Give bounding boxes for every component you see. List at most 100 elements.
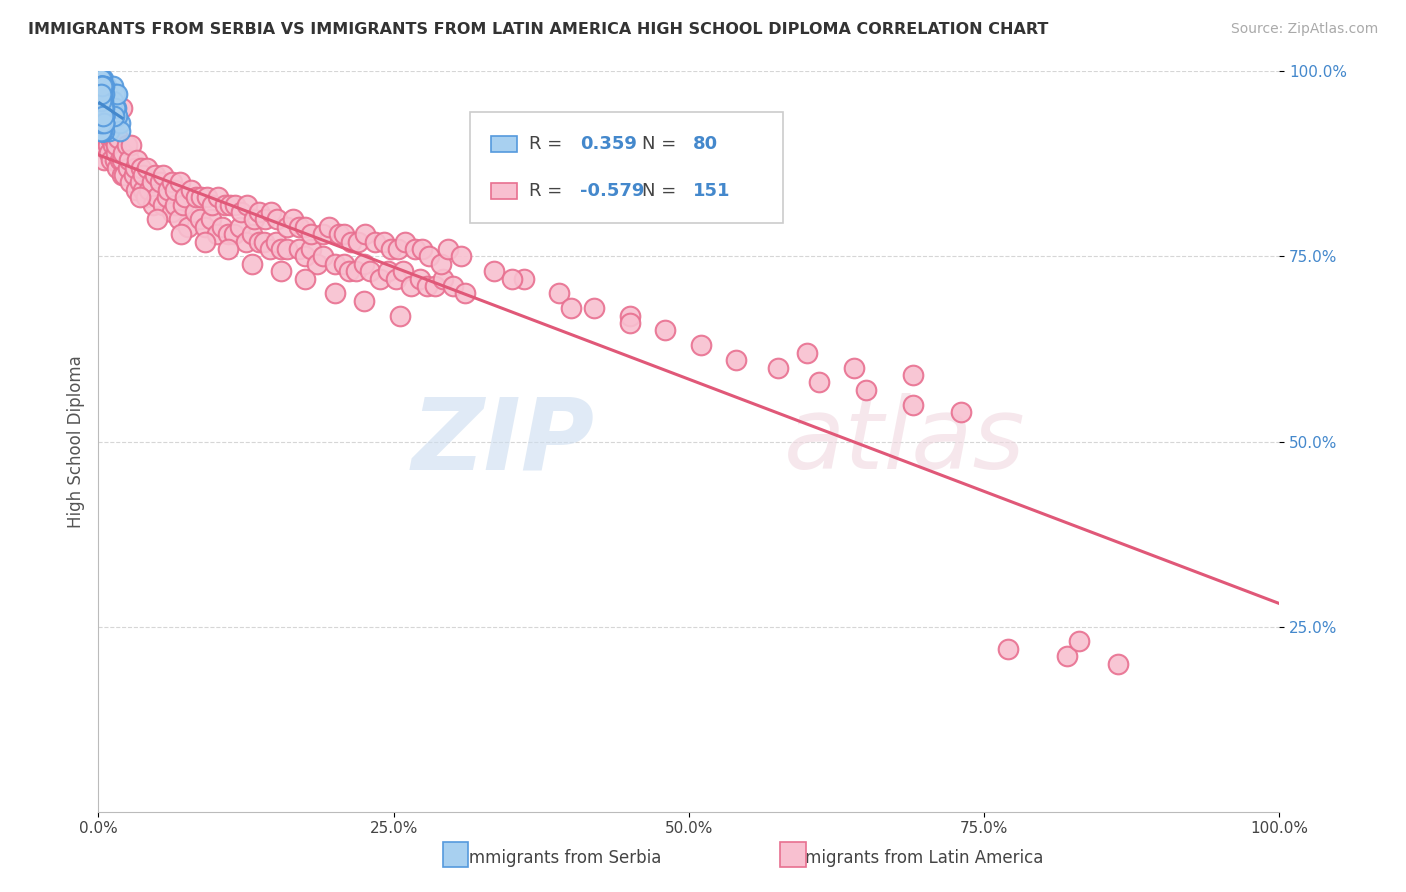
Point [152,168,174,182]
Point [91,123,114,137]
Point [224,197,246,211]
Point [98,109,121,123]
Point [167,212,190,227]
Point [91,102,114,116]
Point [91,71,114,86]
Point [90,79,112,94]
Point [132,183,155,197]
Point [807,376,830,390]
Point [160,175,183,190]
Point [91,109,114,123]
Point [90,87,112,101]
Point [90,87,112,101]
Point [135,161,157,175]
Point [91,87,114,101]
Point [98,116,121,130]
Point [373,235,395,249]
Text: 80: 80 [693,135,717,153]
Point [91,109,114,123]
Point [90,94,112,108]
Point [91,102,114,116]
Point [91,94,114,108]
Point [211,219,233,234]
Point [247,205,270,219]
Point [141,175,163,190]
Point [91,109,114,123]
Point [91,116,114,130]
Point [90,79,112,94]
Point [93,87,115,101]
Point [93,94,115,108]
Point [91,116,114,130]
Point [93,109,115,123]
Point [149,175,172,190]
Point [266,212,288,227]
Point [240,227,263,242]
Point [91,94,114,108]
Point [90,79,112,94]
Point [90,102,112,116]
Point [91,79,114,94]
Point [111,102,134,116]
Point [844,360,866,375]
Point [411,242,433,256]
Point [91,79,114,94]
Text: N =: N = [641,182,682,201]
Point [91,102,114,116]
Point [90,87,112,101]
Point [377,264,399,278]
Point [283,212,305,227]
Point [90,87,112,101]
Point [91,87,114,101]
Point [218,197,240,211]
Point [96,87,118,101]
Point [93,87,115,101]
Point [91,116,114,130]
Point [91,109,114,123]
Point [93,123,115,137]
Point [583,301,606,316]
Point [138,183,160,197]
Point [93,109,115,123]
Point [91,87,114,101]
Point [512,271,534,285]
Point [270,264,292,278]
Point [91,116,114,130]
Point [98,123,121,137]
Point [186,190,208,204]
Point [93,116,115,130]
Point [91,109,114,123]
Text: R =: R = [530,135,568,153]
Point [90,109,112,123]
Text: IMMIGRANTS FROM SERBIA VS IMMIGRANTS FROM LATIN AMERICA HIGH SCHOOL DIPLOMA CORR: IMMIGRANTS FROM SERBIA VS IMMIGRANTS FRO… [28,22,1049,37]
Point [91,102,114,116]
Point [337,264,360,278]
Point [91,102,114,116]
Point [93,109,115,123]
Point [418,250,440,264]
Point [91,116,114,130]
Point [170,227,193,242]
Point [90,79,112,94]
Point [560,301,582,316]
Y-axis label: High School Diploma: High School Diploma [66,355,84,528]
Point [93,79,115,94]
Point [90,87,112,101]
Point [91,102,114,116]
Point [347,235,370,249]
Point [344,264,367,278]
Point [90,79,112,94]
Point [91,87,114,101]
Point [190,190,212,204]
Point [416,279,439,293]
Point [90,123,112,137]
Point [1107,657,1129,671]
Point [94,131,117,145]
Point [90,116,112,130]
Point [259,242,281,256]
Point [143,168,166,182]
Point [93,109,115,123]
Point [354,227,377,242]
Point [91,79,114,94]
Point [194,219,217,234]
